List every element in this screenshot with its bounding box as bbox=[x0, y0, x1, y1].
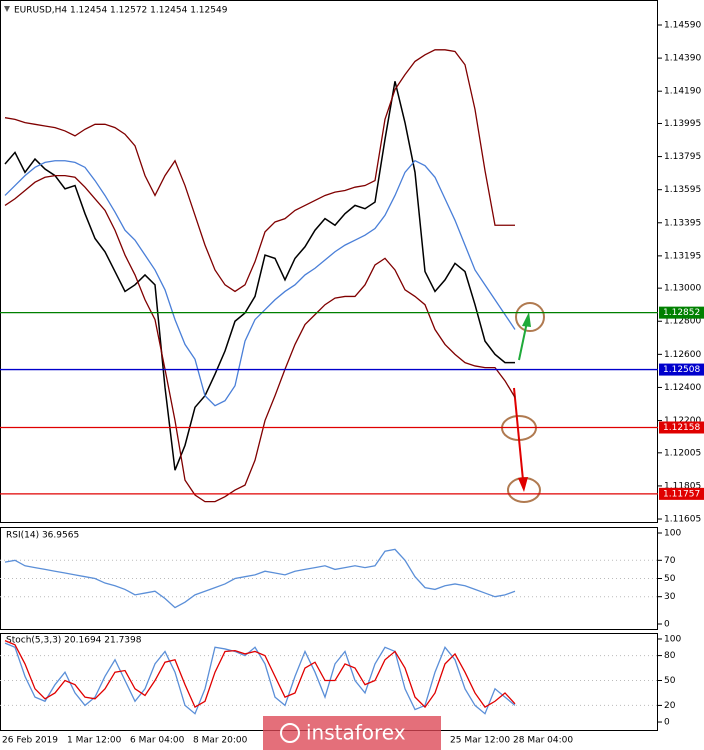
watermark-logo bbox=[280, 723, 300, 743]
arrow-head bbox=[518, 477, 528, 492]
target-circle bbox=[515, 302, 545, 332]
y-tick-label: 1.14590 bbox=[664, 21, 701, 31]
y-tick-label: 1.13595 bbox=[664, 185, 701, 195]
series-line bbox=[4, 49, 515, 293]
y-tick-label: 100 bbox=[664, 634, 681, 644]
panel-title: RSI(14) 36.9565 bbox=[6, 531, 79, 541]
y-tick-label: 50 bbox=[664, 676, 676, 686]
y-tick-label: 30 bbox=[664, 592, 676, 602]
y-tick-label: 50 bbox=[664, 574, 676, 584]
x-tick-label: 1 Mar 12:00 bbox=[67, 736, 122, 746]
y-tick-label: 1.12800 bbox=[664, 317, 701, 327]
watermark-box bbox=[263, 716, 441, 750]
y-tick-label: 20 bbox=[664, 701, 676, 711]
y-tick-label: 80 bbox=[664, 651, 676, 661]
y-tick-label: 1.11605 bbox=[664, 515, 701, 525]
series-line bbox=[4, 640, 516, 709]
y-tick-label: 1.12400 bbox=[664, 383, 701, 393]
y-tick-label: 1.12600 bbox=[664, 350, 701, 360]
level-label: 1.12508 bbox=[663, 365, 700, 375]
main-panel bbox=[0, 0, 658, 523]
level-label: 1.12158 bbox=[663, 423, 700, 433]
level-label: 1.11757 bbox=[663, 489, 700, 499]
watermark: instaforex bbox=[306, 721, 406, 745]
y-tick-label: 70 bbox=[664, 556, 676, 566]
panel-title: EURUSD,H4 1.12454 1.12572 1.12454 1.1254… bbox=[14, 6, 228, 16]
x-tick-label: 8 Mar 20:00 bbox=[193, 736, 248, 746]
y-tick-label: 1.12005 bbox=[664, 448, 701, 458]
arrow-down bbox=[513, 387, 524, 481]
y-tick-label: 1.11805 bbox=[664, 481, 701, 491]
y-tick-label: 1.13195 bbox=[664, 251, 701, 261]
level-tag bbox=[659, 363, 704, 376]
x-tick-label: 28 Mar 04:00 bbox=[513, 736, 573, 746]
y-tick-label: 100 bbox=[664, 529, 681, 539]
y-tick-label: 1.14390 bbox=[664, 54, 701, 64]
y-tick-label: 1.13995 bbox=[664, 119, 701, 129]
series-line bbox=[4, 81, 515, 471]
x-tick-label: 6 Mar 04:00 bbox=[130, 736, 185, 746]
panel-title: Stoch(5,3,3) 20.1694 21.7398 bbox=[6, 636, 142, 646]
level-tag bbox=[659, 421, 704, 434]
series-line bbox=[4, 174, 516, 503]
y-tick-label: 1.14190 bbox=[664, 87, 701, 97]
level-tag bbox=[659, 487, 704, 500]
arrow-up bbox=[518, 321, 528, 361]
level-label: 1.12852 bbox=[663, 308, 700, 318]
annotations bbox=[501, 302, 545, 503]
series-line bbox=[4, 159, 516, 407]
symbol-icon bbox=[4, 6, 10, 12]
y-tick-label: 1.13795 bbox=[664, 152, 701, 162]
y-tick-label: 1.12200 bbox=[664, 416, 701, 426]
level-tag bbox=[659, 306, 704, 319]
y-tick-label: 0 bbox=[664, 718, 670, 728]
series-line bbox=[4, 642, 516, 715]
x-tick-label: 25 Mar 12:00 bbox=[450, 736, 510, 746]
series-line bbox=[4, 548, 516, 609]
y-tick-label: 0 bbox=[664, 619, 670, 629]
y-tick-label: 1.13000 bbox=[664, 284, 701, 294]
x-tick-label: 26 Feb 2019 bbox=[2, 736, 58, 746]
arrow-head bbox=[522, 312, 531, 327]
y-tick-label: 1.13395 bbox=[664, 218, 701, 228]
